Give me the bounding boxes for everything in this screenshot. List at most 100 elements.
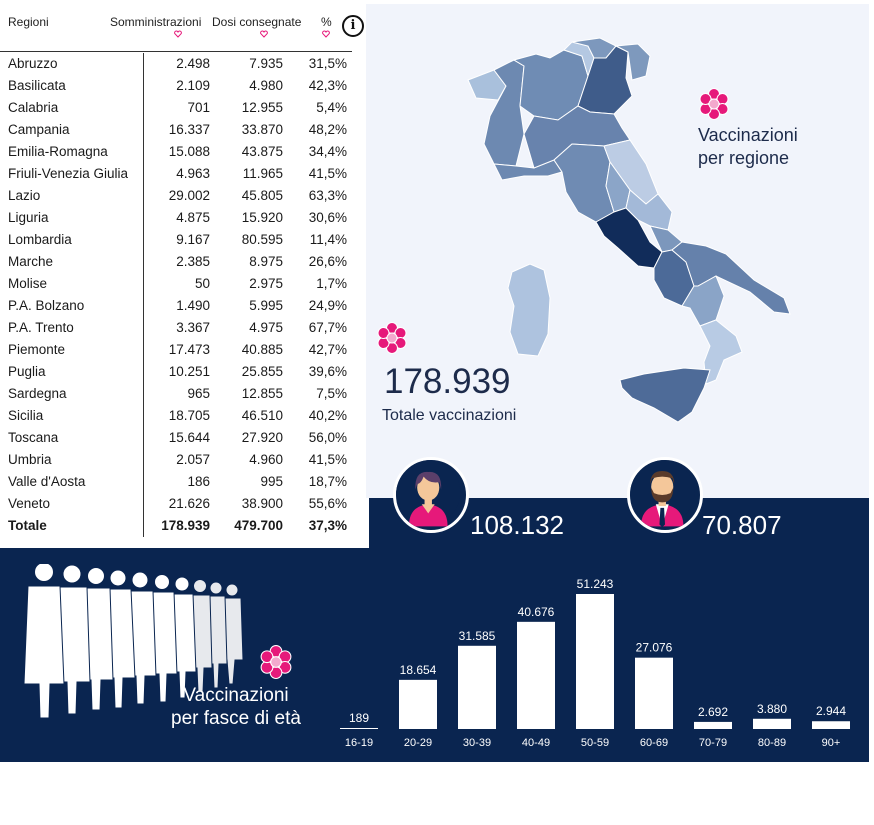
table-row: Umbria 2.057 4.960 41,5% [0, 449, 352, 471]
total-vaccinations-value: 178.939 [384, 362, 511, 401]
dosi-value: 7.935 [249, 56, 283, 71]
bar-value-label: 2.692 [698, 705, 728, 719]
percent-value: 34,4% [308, 144, 347, 159]
map-region-veneto[interactable] [577, 45, 633, 115]
age-bar-16-19[interactable] [340, 728, 378, 729]
age-bar-70-79[interactable] [694, 721, 732, 729]
male-count: 70.807 [702, 510, 782, 540]
age-bar-20-29[interactable] [399, 679, 437, 729]
header-dosi[interactable]: Dosi consegnate [212, 15, 302, 29]
x-tick-label: 60-69 [640, 737, 668, 749]
somministrazioni-value: 10.251 [168, 364, 210, 379]
header-somministrazioni[interactable]: Somministrazioni [110, 15, 202, 29]
age-bar-50-59[interactable] [576, 594, 614, 729]
age-title-line1: Vaccinazioni [183, 685, 289, 706]
map-title: Vaccinazioni per regione [698, 124, 798, 170]
somministrazioni-value: 965 [187, 386, 210, 401]
age-bar-30-39[interactable] [458, 645, 496, 729]
x-tick-label: 50-59 [581, 737, 609, 749]
age-bar-60-69[interactable] [635, 657, 673, 729]
region-name: Toscana [8, 430, 59, 445]
map-region-friuli[interactable] [614, 43, 651, 81]
table-row: P.A. Bolzano 1.490 5.995 24,9% [0, 295, 352, 317]
table-row: Puglia 10.251 25.855 39,6% [0, 361, 352, 383]
region-name: Puglia [8, 364, 46, 379]
percent-value: 7,5% [316, 386, 347, 401]
somministrazioni-value: 2.057 [176, 452, 210, 467]
bar-value-label: 2.944 [816, 704, 846, 718]
percent-value: 40,2% [308, 408, 347, 423]
x-tick-label: 16-19 [345, 737, 373, 749]
map-region-sicilia[interactable] [619, 367, 711, 423]
dosi-value: 43.875 [241, 144, 283, 159]
heart-sort-icon[interactable] [322, 30, 330, 38]
dosi-value: 4.980 [249, 78, 283, 93]
percent-value: 39,6% [308, 364, 347, 379]
dosi-value: 5.995 [249, 298, 283, 313]
somministrazioni-value: 2.498 [176, 56, 210, 71]
region-name: Molise [8, 276, 48, 291]
bar-value-label: 31.585 [459, 629, 496, 643]
dosi-value: 46.510 [241, 408, 283, 423]
percent-value: 56,0% [308, 430, 347, 445]
region-name: Liguria [8, 210, 49, 225]
table-row: Lazio 29.002 45.805 63,3% [0, 185, 352, 207]
somministrazioni-value: 17.473 [168, 342, 210, 357]
bar-value-label: 18.654 [400, 663, 437, 677]
somministrazioni-value: 18.705 [168, 408, 210, 423]
table-row: Campania 16.337 33.870 48,2% [0, 119, 352, 141]
region-name: Piemonte [8, 342, 66, 357]
somministrazioni-value: 186 [187, 474, 210, 489]
bar-value-label: 40.676 [518, 605, 555, 619]
age-bar-chart: 189 16-19 18.654 20-29 31.585 30-39 40.676 40-4… [340, 577, 850, 749]
dosi-value: 33.870 [241, 122, 283, 137]
table-row: Basilicata 2.109 4.980 42,3% [0, 75, 352, 97]
dosi-value: 15.920 [241, 210, 283, 225]
region-name: Emilia-Romagna [8, 144, 108, 159]
x-tick-label: 20-29 [404, 737, 432, 749]
map-title-line1: Vaccinazioni [698, 125, 798, 145]
map-region-calabria[interactable] [699, 319, 743, 385]
region-name: Umbria [8, 452, 52, 467]
age-bar-90+[interactable] [812, 721, 850, 729]
percent-value: 41,5% [308, 452, 347, 467]
region-name: Friuli-Venezia Giulia [8, 166, 129, 181]
region-name: P.A. Bolzano [8, 298, 85, 313]
dosi-value: 995 [260, 474, 283, 489]
table-row: Marche 2.385 8.975 26,6% [0, 251, 352, 273]
flower-icon [699, 88, 729, 120]
header-pct[interactable]: % [321, 15, 332, 29]
somministrazioni-value: 2.385 [176, 254, 210, 269]
info-icon[interactable]: i [342, 15, 364, 37]
bar-value-label: 189 [349, 711, 369, 725]
dosi-value: 2.975 [249, 276, 283, 291]
x-tick-label: 80-89 [758, 737, 786, 749]
age-bar-40-49[interactable] [517, 621, 555, 729]
somministrazioni-value: 9.167 [176, 232, 210, 247]
table-row: Molise 50 2.975 1,7% [0, 273, 352, 295]
map-region-sardegna[interactable] [507, 263, 551, 357]
somministrazioni-value: 701 [187, 100, 210, 115]
somministrazioni-value: 15.088 [168, 144, 210, 159]
table-row: Piemonte 17.473 40.885 42,7% [0, 339, 352, 361]
flower-icon [377, 322, 407, 354]
age-bar-80-89[interactable] [753, 718, 791, 729]
table-row: Valle d'Aosta 186 995 18,7% [0, 471, 352, 493]
map-region-toscana[interactable] [553, 143, 615, 223]
percent-value: 48,2% [308, 122, 347, 137]
x-tick-label: 40-49 [522, 737, 550, 749]
somministrazioni-value: 21.626 [168, 496, 210, 511]
header-region[interactable]: Regioni [8, 15, 49, 29]
region-name: Sicilia [8, 408, 44, 423]
table-row: Emilia-Romagna 15.088 43.875 34,4% [0, 141, 352, 163]
flower-icon [260, 645, 292, 679]
dosi-value: 12.955 [241, 100, 283, 115]
heart-sort-icon[interactable] [174, 30, 182, 38]
percent-value: 63,3% [308, 188, 347, 203]
percent-value: 41,5% [308, 166, 347, 181]
percent-value: 42,3% [308, 78, 347, 93]
heart-sort-icon[interactable] [260, 30, 268, 38]
italy-map [467, 37, 791, 423]
dosi-value: 80.595 [241, 232, 283, 247]
table-row: Sicilia 18.705 46.510 40,2% [0, 405, 352, 427]
